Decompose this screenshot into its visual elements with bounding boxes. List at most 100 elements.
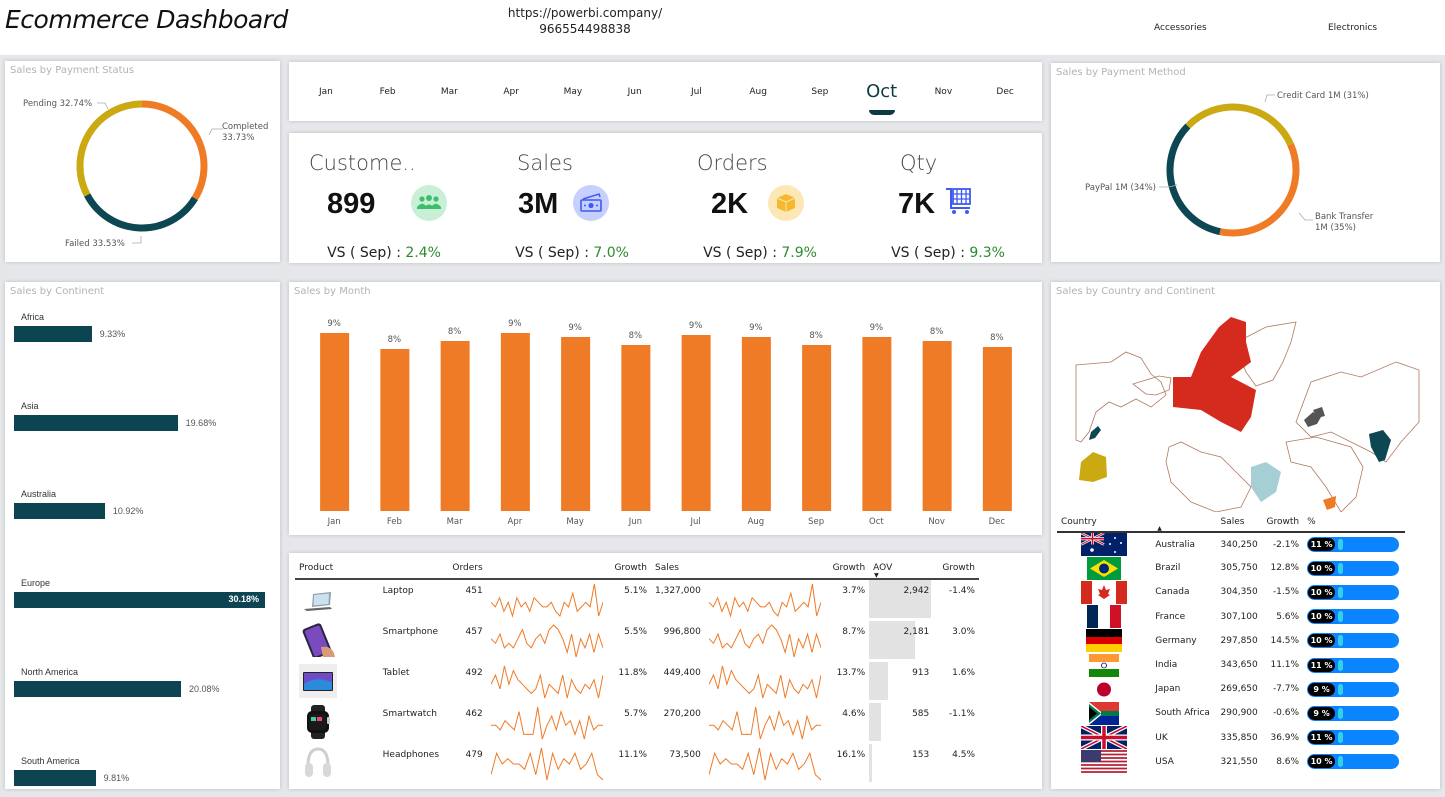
table-row[interactable]: Canada 304,350 -1.5% 10 %	[1057, 580, 1405, 604]
continent-bar[interactable]	[14, 503, 105, 520]
col-product[interactable]: Product	[295, 561, 379, 580]
col-country-name[interactable]: ▲	[1151, 517, 1217, 533]
continent-bar-row[interactable]: South America 9.81%	[14, 756, 129, 786]
table-row[interactable]: Laptop 451 5.1% 1,327,000 3.7% 2,942 -1.…	[295, 579, 979, 621]
continent-bar-row[interactable]: North America 20.08%	[14, 667, 220, 697]
bar-jan[interactable]	[320, 333, 350, 511]
month-sep[interactable]: Sep	[811, 86, 829, 97]
category-button-electronics[interactable]: Electronics	[1328, 23, 1378, 33]
map-india[interactable]	[1369, 430, 1391, 462]
col-country[interactable]: Country	[1057, 517, 1152, 533]
aov-cell: 2,942	[869, 579, 933, 621]
col-pct[interactable]: %	[1303, 517, 1405, 533]
aov-value: 913	[912, 668, 930, 678]
world-map[interactable]	[1051, 282, 1440, 512]
table-row[interactable]: Australia 340,250 -2.1% 11 %	[1057, 532, 1405, 557]
col-orders-growth[interactable]: Growth	[610, 561, 652, 580]
australia-flag	[1081, 533, 1128, 557]
table-row[interactable]: USA 321,550 8.6% 10 %	[1057, 750, 1405, 774]
donut-slice-completed[interactable]	[141, 100, 208, 201]
flag-cell	[1057, 701, 1151, 725]
map-germany[interactable]	[1313, 407, 1325, 418]
table-row[interactable]: Smartwatch 462 5.7% 270,200 4.6% 585 -1.…	[295, 703, 979, 744]
continent-bar[interactable]	[14, 680, 181, 697]
bar-mar[interactable]	[440, 341, 470, 511]
continent-bar-row[interactable]: Europe 30.18%	[14, 578, 265, 609]
continent-bar[interactable]: 30.18%	[14, 592, 265, 609]
aov-value: 153	[912, 750, 930, 760]
map-canada[interactable]	[1173, 317, 1256, 432]
map-japan[interactable]	[1089, 426, 1101, 440]
card-title: Sales by Payment Method	[1056, 67, 1186, 78]
bar-dec[interactable]	[982, 347, 1012, 511]
continent-bar-row[interactable]: Asia 19.68%	[14, 401, 216, 431]
product-name: Smartphone	[382, 627, 439, 637]
table-row[interactable]: South Africa 290,900 -0.6% 9 %	[1057, 701, 1405, 725]
bar-aug[interactable]	[741, 337, 771, 511]
col-aov-growth[interactable]: Growth	[933, 561, 979, 580]
bar-nov[interactable]	[922, 341, 952, 511]
month-may[interactable]: May	[563, 86, 583, 97]
bar-oct[interactable]	[862, 337, 892, 511]
table-row[interactable]: Smartphone 457 5.5% 996,800 8.7% 2,181 3…	[295, 621, 979, 662]
continent-bar[interactable]	[14, 769, 96, 786]
continent-bar[interactable]	[14, 414, 178, 431]
x-tick-label: Dec	[989, 517, 1006, 527]
bar-may[interactable]	[561, 337, 591, 511]
month-jun[interactable]: Jun	[627, 86, 642, 97]
pct-progress-bar: 11 %	[1307, 730, 1400, 746]
kpi-label: Qty	[900, 151, 938, 175]
bar-jul[interactable]	[681, 335, 711, 511]
col-sales[interactable]: Sales	[1216, 517, 1263, 533]
france-flag	[1087, 605, 1122, 629]
orders-growth: 5.7%	[624, 709, 648, 719]
category-button-accessories[interactable]: Accessories	[1154, 23, 1207, 33]
table-row[interactable]: Headphones 479 11.1% 73,500 16.1% 153 4.…	[295, 744, 979, 785]
month-mar[interactable]: Mar	[440, 86, 458, 97]
donut-slice-failed[interactable]	[84, 193, 198, 232]
map-brazil[interactable]	[1251, 462, 1281, 502]
bar-feb[interactable]	[380, 349, 410, 511]
aov-bar	[869, 580, 932, 618]
continent-bar-row[interactable]: Africa 9.33%	[14, 312, 125, 342]
table-row[interactable]: Germany 297,850 14.5% 10 %	[1057, 629, 1405, 653]
vs-label: VS ( Sep) :	[703, 245, 782, 261]
col-orders[interactable]: Orders	[443, 561, 487, 580]
bar-sep[interactable]	[802, 345, 832, 511]
col-growth[interactable]: Growth	[1262, 517, 1304, 533]
bar-apr[interactable]	[500, 333, 530, 511]
table-row[interactable]: Tablet 492 11.8% 449,400 13.7% 913 1.6%	[295, 662, 979, 703]
continent-bar[interactable]	[14, 326, 92, 342]
pending-label: Pending 32.74%	[23, 99, 92, 109]
orders-value: 451	[465, 586, 483, 596]
month-aug[interactable]: Aug	[749, 86, 767, 97]
continent-bar-row[interactable]: Australia 10.92%	[14, 489, 143, 520]
month-oct[interactable]: Oct	[857, 81, 907, 115]
month-feb[interactable]: Feb	[379, 86, 396, 97]
table-row[interactable]: Brazil 305,750 12.8% 10 %	[1057, 556, 1405, 580]
col-aov[interactable]: AOV ▼	[869, 561, 934, 580]
country-growth: -1.5%	[1272, 587, 1300, 598]
col-sales[interactable]: Sales	[651, 561, 705, 580]
month-jul[interactable]: Jul	[690, 86, 702, 97]
month-apr[interactable]: Apr	[503, 86, 519, 97]
table-row[interactable]: UK 335,850 36.9% 11 %	[1057, 726, 1405, 750]
table-row[interactable]: Japan 269,650 -7.7% 9 %	[1057, 677, 1405, 701]
company-url[interactable]: https://powerbi.company/ 966554498838	[500, 5, 670, 37]
month-dec[interactable]: Dec	[996, 86, 1014, 97]
month-nov[interactable]: Nov	[934, 86, 953, 97]
continent-value: 19.68%	[185, 417, 217, 428]
donut-slice-pending[interactable]	[76, 100, 143, 197]
product-image-cell	[295, 662, 379, 703]
col-sales-growth[interactable]: Growth	[828, 561, 870, 580]
table-row[interactable]: France 307,100 5.6% 10 %	[1057, 605, 1405, 629]
map-australia[interactable]	[1079, 452, 1107, 482]
map-outline-africa	[1285, 436, 1364, 512]
donut-slice-credit-card[interactable]	[1185, 103, 1294, 146]
month-jan[interactable]: Jan	[318, 86, 333, 97]
map-south-africa[interactable]	[1323, 496, 1336, 510]
donut-slice-paypal[interactable]	[1166, 123, 1221, 236]
table-row[interactable]: India 343,650 11.1% 11 %	[1057, 653, 1405, 677]
bar-jun[interactable]	[621, 345, 651, 511]
donut-slice-bank-transfer[interactable]	[1219, 142, 1300, 237]
